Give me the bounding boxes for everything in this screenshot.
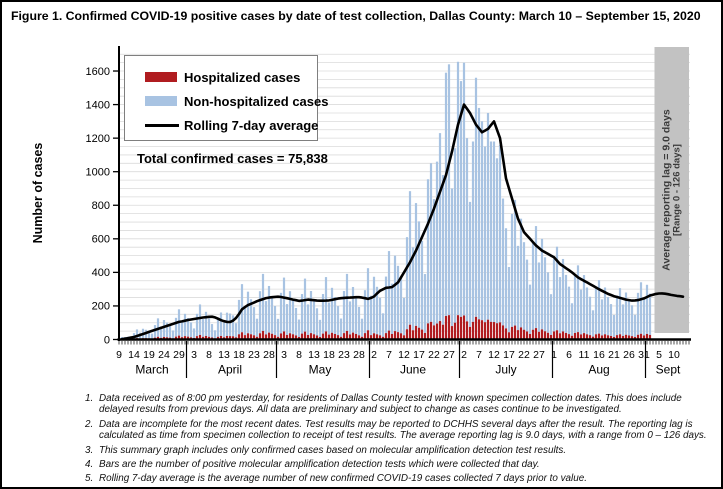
svg-text:11: 11	[579, 349, 590, 361]
svg-text:7: 7	[476, 349, 482, 361]
svg-text:7: 7	[386, 349, 392, 361]
svg-text:22: 22	[518, 349, 530, 361]
svg-text:3: 3	[281, 349, 287, 361]
svg-text:26: 26	[623, 349, 635, 361]
svg-text:31: 31	[638, 349, 650, 361]
svg-text:13: 13	[218, 349, 230, 361]
svg-text:1400: 1400	[86, 99, 110, 111]
svg-text:1200: 1200	[86, 133, 110, 145]
svg-text:2: 2	[371, 349, 377, 361]
svg-text:2: 2	[461, 349, 467, 361]
svg-text:9: 9	[116, 349, 122, 361]
svg-text:18: 18	[233, 349, 245, 361]
legend-item-hospitalized: Hospitalized cases	[145, 65, 317, 89]
footnote-2: 2. Data are incomplete for the most rece…	[85, 418, 707, 442]
svg-text:April: April	[218, 363, 242, 377]
svg-text:July: July	[495, 363, 516, 377]
svg-text:May: May	[309, 363, 332, 377]
legend-label: Rolling 7-day average	[184, 117, 319, 133]
total-confirmed-cases-label: Total confirmed cases = 75,838	[137, 151, 328, 166]
svg-text:June: June	[400, 363, 426, 377]
svg-text:1: 1	[551, 349, 557, 361]
svg-text:600: 600	[92, 234, 110, 246]
svg-text:10: 10	[668, 349, 680, 361]
svg-text:19: 19	[143, 349, 155, 361]
svg-text:17: 17	[413, 349, 425, 361]
hospitalized-swatch-icon	[145, 72, 177, 82]
legend-item-rolling-average: Rolling 7-day average	[145, 113, 319, 137]
footnote-5: 5. Rolling 7-day average is the average …	[85, 473, 587, 485]
svg-text:200: 200	[92, 301, 110, 313]
svg-text:28: 28	[263, 349, 275, 361]
svg-text:21: 21	[608, 349, 620, 361]
svg-text:18: 18	[323, 349, 335, 361]
footnote-3: 3. This summary graph includes only conf…	[85, 444, 567, 456]
svg-text:800: 800	[92, 200, 110, 212]
svg-text:17: 17	[503, 349, 515, 361]
svg-text:23: 23	[338, 349, 350, 361]
rolling-average-line-icon	[145, 123, 179, 127]
footnote-4: 4. Bars are the number of positive molec…	[85, 459, 540, 471]
svg-text:24: 24	[158, 349, 170, 361]
reporting-lag-annotation: Average reporting lag = 9.0 days [Range …	[661, 109, 684, 271]
svg-text:3: 3	[191, 349, 197, 361]
svg-text:March: March	[135, 363, 168, 377]
svg-text:1600: 1600	[86, 66, 110, 78]
svg-text:27: 27	[443, 349, 455, 361]
svg-text:8: 8	[296, 349, 302, 361]
y-axis-title: Number of cases	[31, 142, 45, 244]
svg-text:28: 28	[353, 349, 365, 361]
svg-text:Sept: Sept	[656, 363, 681, 377]
svg-text:400: 400	[92, 267, 110, 279]
svg-text:16: 16	[593, 349, 605, 361]
svg-text:Aug: Aug	[588, 363, 609, 377]
legend-label: Hospitalized cases	[184, 69, 301, 85]
svg-text:0: 0	[104, 334, 110, 346]
footnotes-list: 1. Data received as of 8:00 pm yesterday…	[85, 393, 717, 487]
svg-text:23: 23	[248, 349, 260, 361]
svg-text:8: 8	[206, 349, 212, 361]
legend-item-non-hospitalized: Non-hospitalized cases	[145, 89, 328, 113]
svg-text:12: 12	[398, 349, 410, 361]
svg-text:22: 22	[428, 349, 440, 361]
svg-text:14: 14	[128, 349, 140, 361]
legend: Hospitalized cases Non-hospitalized case…	[124, 55, 328, 141]
reporting-lag-line2: [Range 0 - 126 days]	[671, 144, 683, 236]
svg-text:1000: 1000	[86, 167, 110, 179]
svg-text:29: 29	[173, 349, 185, 361]
svg-text:6: 6	[566, 349, 572, 361]
svg-text:13: 13	[308, 349, 320, 361]
svg-text:12: 12	[488, 349, 500, 361]
footnote-1: 1. Data received as of 8:00 pm yesterday…	[85, 393, 682, 416]
svg-text:5: 5	[656, 349, 662, 361]
figure-title: Figure 1. Confirmed COVID-19 positive ca…	[11, 9, 701, 23]
non-hospitalized-swatch-icon	[145, 96, 177, 106]
svg-text:27: 27	[533, 349, 545, 361]
legend-label: Non-hospitalized cases	[184, 93, 329, 109]
